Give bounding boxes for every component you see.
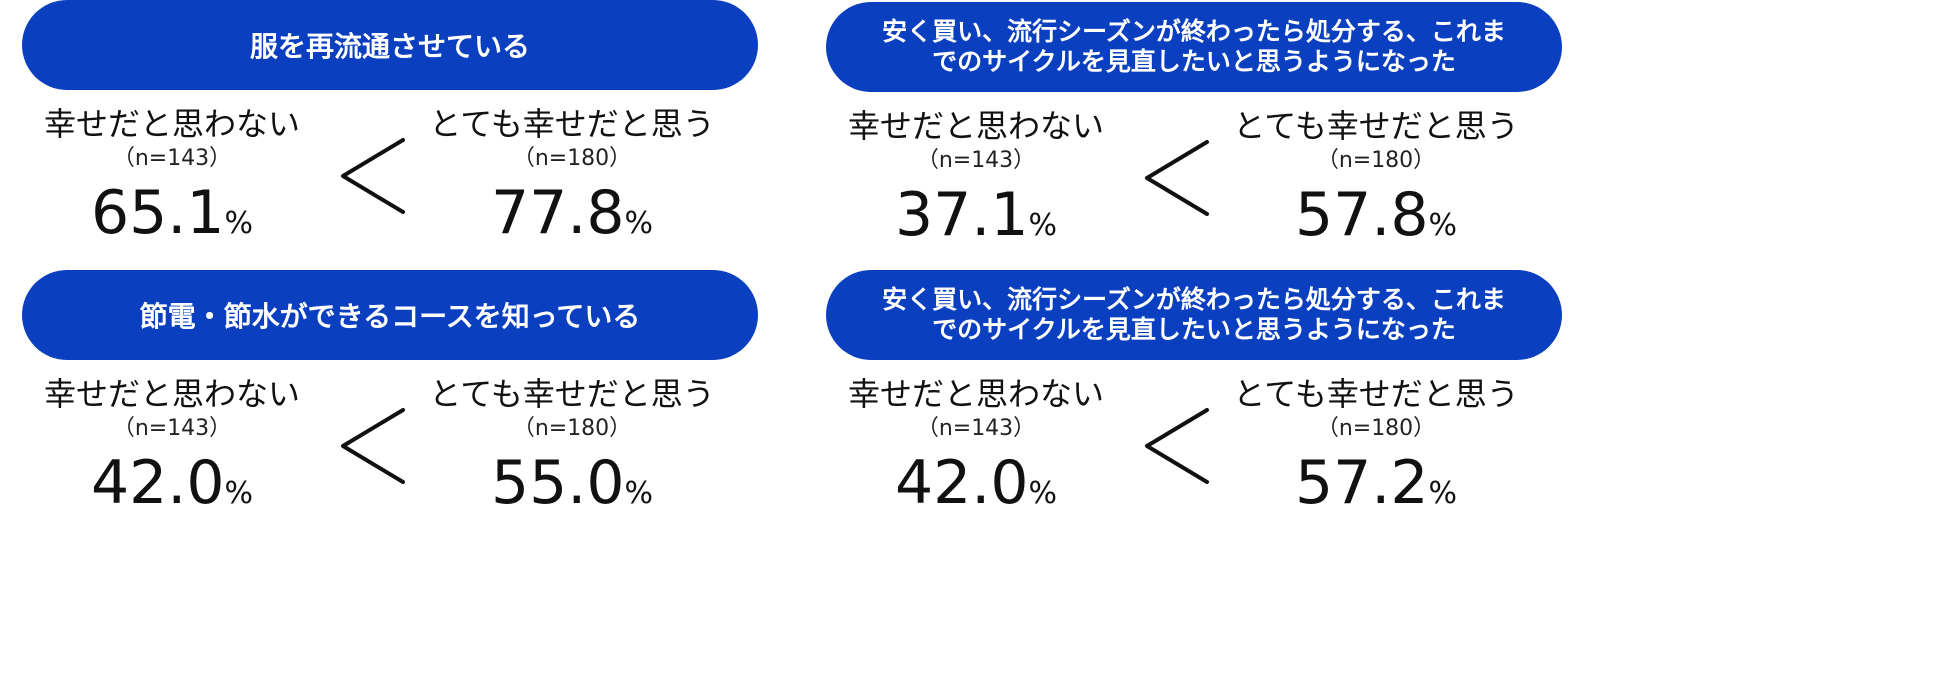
percent-unit: %: [224, 206, 254, 241]
group-very-happy: とても幸せだと思う （n=180） 77.8%: [422, 104, 722, 259]
less-than-sign: [1145, 140, 1209, 216]
group-label: とても幸せだと思う: [1233, 375, 1519, 413]
panel-title-line: 安く買い、流行シーズンが終わったら処分する、これま: [882, 16, 1506, 46]
percentage-number: 37.1: [894, 180, 1029, 250]
panel-title-line: でのサイクルを見直したいと思うようになった: [932, 47, 1456, 76]
sample-size: （n=143）: [112, 416, 232, 441]
panel-title-line: でのサイクルを見直したいと思うようになった: [932, 315, 1456, 344]
percentage-value: 42.0%: [22, 452, 322, 529]
less-than-sign: [1145, 408, 1209, 484]
sample-size: （n=143）: [112, 146, 232, 171]
percentage-number: 57.8: [1294, 180, 1429, 250]
group-label: とても幸せだと思う: [429, 105, 715, 143]
percent-unit: %: [624, 476, 654, 511]
group-very-happy: とても幸せだと思う （n=180） 57.8%: [1226, 106, 1526, 261]
percentage-value: 37.1%: [826, 184, 1126, 261]
sample-size: （n=143）: [916, 148, 1036, 173]
percent-unit: %: [224, 476, 254, 511]
percent-unit: %: [1428, 208, 1458, 243]
percentage-number: 57.2: [1294, 448, 1429, 518]
comparison-panel-1: 服を再流通させている 幸せだと思わない （n=143） 65.1% とても幸せだ…: [22, 0, 758, 270]
group-not-happy: 幸せだと思わない （n=143） 42.0%: [826, 374, 1126, 529]
group-very-happy: とても幸せだと思う （n=180） 55.0%: [422, 374, 722, 529]
less-than-sign: [341, 138, 405, 214]
percent-unit: %: [624, 206, 654, 241]
group-label: 幸せだと思わない: [43, 105, 300, 143]
percentage-number: 42.0: [90, 448, 225, 518]
percentage-value: 65.1%: [22, 182, 322, 259]
percent-unit: %: [1028, 476, 1058, 511]
panel-title-banner: 節電・節水ができるコースを知っている: [22, 270, 758, 360]
group-very-happy: とても幸せだと思う （n=180） 57.2%: [1226, 374, 1526, 529]
less-than-sign: [341, 408, 405, 484]
comparison-panel-4: 安く買い、流行シーズンが終わったら処分する、これま でのサイクルを見直したいと思…: [826, 270, 1562, 540]
sample-size: （n=180）: [1316, 416, 1436, 441]
percentage-number: 55.0: [490, 448, 625, 518]
panel-title-line: 服を再流通させている: [249, 30, 530, 63]
comparison-panel-3: 節電・節水ができるコースを知っている 幸せだと思わない （n=143） 42.0…: [22, 270, 758, 540]
percent-unit: %: [1428, 476, 1458, 511]
panel-title-line: 安く買い、流行シーズンが終わったら処分する、これま: [882, 284, 1506, 314]
sample-size: （n=180）: [512, 146, 632, 171]
group-label: 幸せだと思わない: [43, 375, 300, 413]
group-not-happy: 幸せだと思わない （n=143） 65.1%: [22, 104, 322, 259]
group-label: とても幸せだと思う: [429, 375, 715, 413]
panel-title-banner: 安く買い、流行シーズンが終わったら処分する、これま でのサイクルを見直したいと思…: [826, 2, 1562, 92]
percentage-value: 55.0%: [422, 452, 722, 529]
group-label: 幸せだと思わない: [847, 375, 1104, 413]
percentage-value: 57.8%: [1226, 184, 1526, 261]
percentage-number: 77.8: [490, 178, 625, 248]
percentage-number: 42.0: [894, 448, 1029, 518]
panel-title-banner: 安く買い、流行シーズンが終わったら処分する、これま でのサイクルを見直したいと思…: [826, 270, 1562, 360]
percentage-value: 42.0%: [826, 452, 1126, 529]
percentage-number: 65.1: [90, 178, 225, 248]
sample-size: （n=180）: [1316, 148, 1436, 173]
group-not-happy: 幸せだと思わない （n=143） 42.0%: [22, 374, 322, 529]
panel-title-line: 節電・節水ができるコースを知っている: [139, 300, 641, 333]
group-label: とても幸せだと思う: [1233, 107, 1519, 145]
percentage-value: 57.2%: [1226, 452, 1526, 529]
group-label: 幸せだと思わない: [847, 107, 1104, 145]
comparison-panel-2: 安く買い、流行シーズンが終わったら処分する、これま でのサイクルを見直したいと思…: [826, 2, 1562, 272]
sample-size: （n=180）: [512, 416, 632, 441]
percentage-value: 77.8%: [422, 182, 722, 259]
percent-unit: %: [1028, 208, 1058, 243]
sample-size: （n=143）: [916, 416, 1036, 441]
group-not-happy: 幸せだと思わない （n=143） 37.1%: [826, 106, 1126, 261]
panel-title-banner: 服を再流通させている: [22, 0, 758, 90]
